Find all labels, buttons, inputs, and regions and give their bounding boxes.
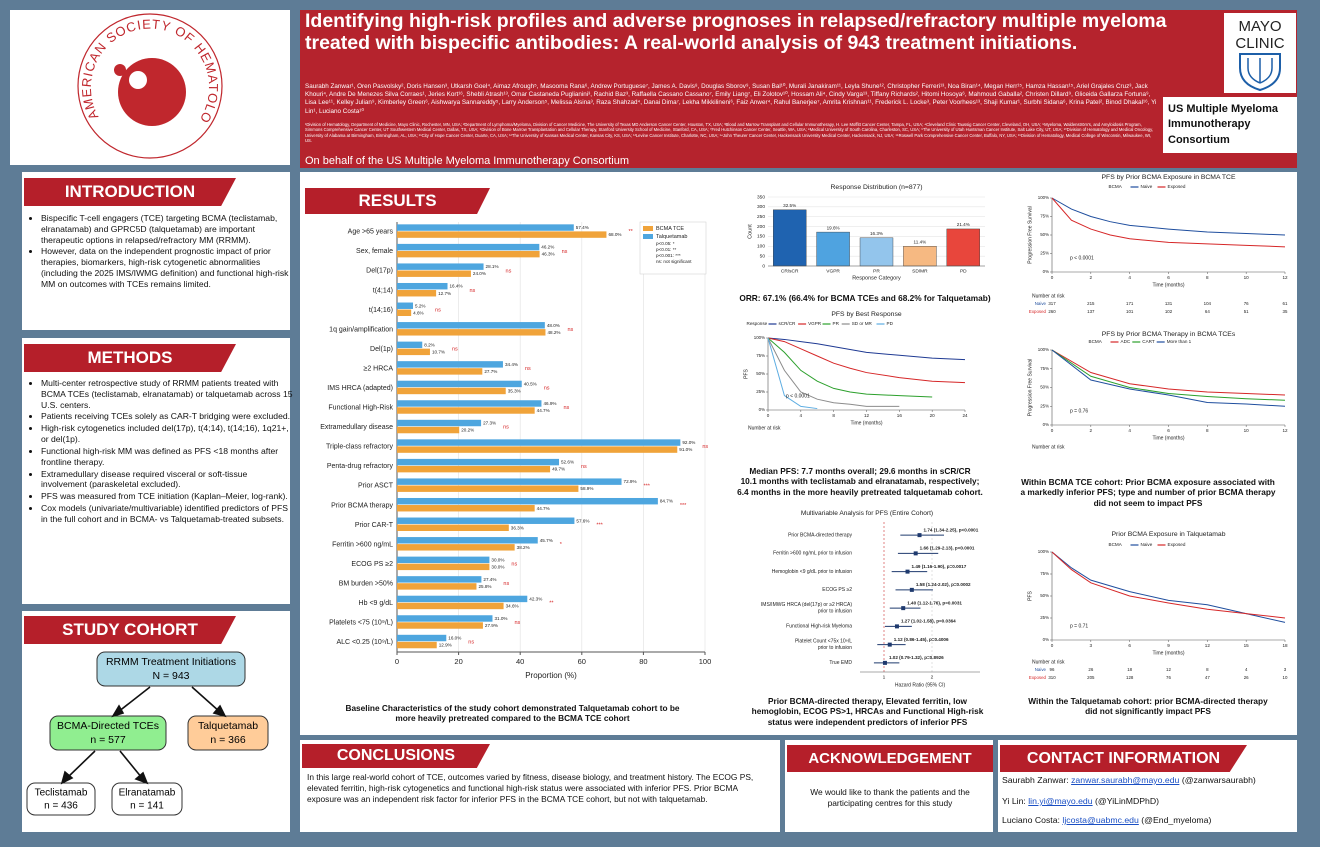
caption-line: status were independent predictors of in… — [767, 716, 968, 727]
contact-handle: (@YiLinMDPhD) — [1095, 796, 1160, 806]
bullet: High-risk cytogenetics included del(17p)… — [41, 423, 293, 445]
caption-line: did not significantly impact PFS — [1085, 706, 1211, 717]
contact-entry: Luciano Costa: ljcosta@uabmc.edu (@End_m… — [1002, 815, 1211, 826]
bullet: Multi-center retrospective study of RRMM… — [41, 378, 293, 410]
contact-name: Luciano Costa: — [1002, 815, 1060, 825]
acknowledgement-text: We would like to thank the patients and … — [810, 787, 970, 808]
contact-entry: Yi Lin: lin.yi@mayo.edu (@YiLinMDPhD) — [1002, 796, 1159, 807]
caption-line: Median PFS: 7.7 months overall; 29.6 mon… — [749, 466, 971, 476]
bullet: Cox models (univariate/multivariable) id… — [41, 503, 293, 525]
bullet: Functional high-risk MM was defined as P… — [41, 446, 293, 468]
figure-caption: Baseline Characteristics of the study co… — [310, 703, 715, 724]
contact-name: Yi Lin: — [1002, 796, 1026, 806]
methods-bullets: Multi-center retrospective study of RRMM… — [28, 378, 293, 526]
caption-line: 6.4 months in the more heavily pretreate… — [737, 486, 983, 497]
poster-title: Identifying high-risk profiles and adver… — [305, 10, 1167, 54]
contact-email[interactable]: ljcosta@uabmc.edu — [1062, 815, 1139, 825]
contact-name: Saurabh Zanwar: — [1002, 775, 1069, 785]
caption-line: hemoglobin, ECOG PS>1, HRCAs and Functio… — [751, 706, 984, 717]
results-panel — [300, 172, 1297, 735]
caption-line: a markedly inferior PFS; type and number… — [1020, 487, 1276, 498]
figure-caption: Within BCMA TCE cohort: Prior BCMA expos… — [1003, 477, 1293, 508]
study-cohort-panel — [22, 611, 290, 832]
contact-entry: Saurabh Zanwar: zanwar.saurabh@mayo.edu … — [1002, 775, 1256, 786]
section-heading: CONTACT INFORMATION — [1000, 745, 1247, 772]
figure-caption: Median PFS: 7.7 months overall; 29.6 mon… — [700, 466, 1020, 497]
caption-line: Within the Talquetamab cohort: prior BCM… — [1028, 696, 1268, 706]
caption-line: did not seem to impact PFS — [1093, 497, 1203, 508]
section-heading: INTRODUCTION — [24, 178, 236, 206]
section-heading: STUDY COHORT — [24, 616, 236, 644]
contact-handle: (@End_myeloma) — [1141, 815, 1212, 825]
caption-line: Prior BCMA-directed therapy, Elevated fe… — [767, 696, 967, 706]
caption-line: ORR: 67.1% (66.4% for BCMA TCEs and 68.2… — [739, 293, 991, 303]
society-logo-panel — [10, 10, 290, 165]
figure-caption: ORR: 67.1% (66.4% for BCMA TCEs and 68.2… — [735, 293, 995, 303]
section-heading: CONCLUSIONS — [302, 744, 490, 768]
section-heading: RESULTS — [305, 188, 490, 214]
contact-email[interactable]: lin.yi@mayo.edu — [1028, 796, 1093, 806]
figure-caption: Prior BCMA-directed therapy, Elevated fe… — [735, 696, 1000, 727]
introduction-bullets: Bispecific T-cell engagers (TCE) targeti… — [28, 213, 293, 291]
methods-panel — [22, 338, 290, 604]
bullet: Bispecific T-cell engagers (TCE) targeti… — [41, 213, 293, 245]
affiliations: ¹Division of Hematology, Department of M… — [305, 122, 1154, 144]
figure-caption: Within the Talquetamab cohort: prior BCM… — [1003, 696, 1293, 717]
section-heading: METHODS — [24, 344, 236, 372]
bullet: PFS was measured from TCE initiation (Ka… — [41, 491, 293, 502]
contact-email[interactable]: zanwar.saurabh@mayo.edu — [1071, 775, 1180, 785]
caption-line: Baseline Characteristics of the study co… — [345, 703, 680, 713]
consortium-note: On behalf of the US Multiple Myeloma Imm… — [305, 155, 630, 167]
bullet: Extramedullary disease required visceral… — [41, 469, 293, 491]
section-heading: ACKNOWLEDGEMENT — [787, 745, 993, 772]
bullet: However, data on the independent prognos… — [41, 246, 293, 289]
contact-handle: (@zanwarsaurabh) — [1181, 775, 1256, 785]
consortium-logo-panel — [1163, 97, 1297, 153]
caption-line: Within BCMA TCE cohort: Prior BCMA expos… — [1021, 477, 1275, 487]
caption-line: 10.1 months with teclistamab and elranat… — [740, 476, 980, 487]
caption-line: more heavily pretreated compared to the … — [395, 713, 630, 724]
conclusions-text: In this large real-world cohort of TCE, … — [307, 772, 754, 804]
author-list: Saurabh Zanwar¹, Oren Pasvolsky², Doris … — [305, 83, 1157, 115]
header-band — [300, 10, 1297, 168]
bullet: Patients receiving TCEs solely as CAR-T … — [41, 411, 293, 422]
mayo-logo-panel — [1224, 13, 1296, 93]
